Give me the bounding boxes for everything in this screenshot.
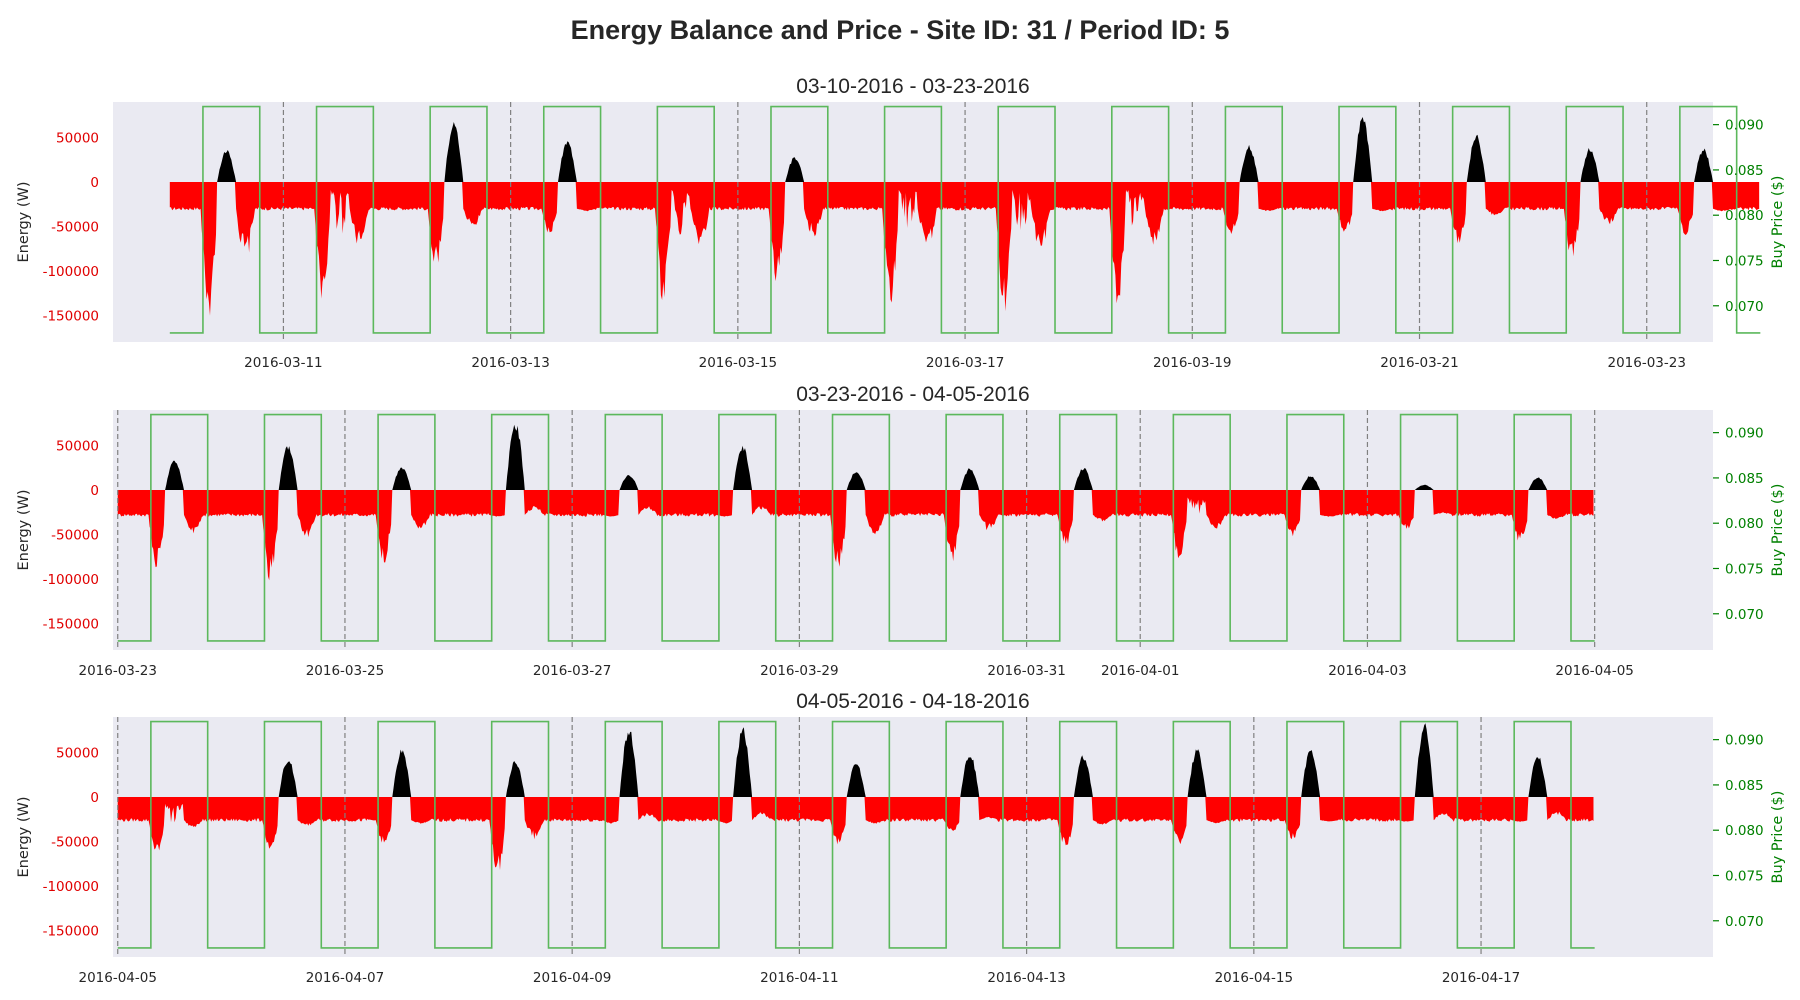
chart3-y2-tick-label: 0.085 <box>1725 778 1764 794</box>
chart3-y2-axis-label: Buy Price ($) <box>1770 791 1786 884</box>
chart1-title: 03-10-2016 - 03-23-2016 <box>796 75 1030 98</box>
chart3-x-tick-label: 2016-04-17 <box>1442 970 1520 986</box>
chart3-y-tick-label: -150000 <box>43 923 99 939</box>
chart2-y2-axis-label: Buy Price ($) <box>1770 484 1786 577</box>
chart2-x-tick-label: 2016-03-27 <box>533 663 611 679</box>
chart1-plot-area <box>113 102 1713 342</box>
chart2-x-tick-label: 2016-04-05 <box>1555 663 1633 679</box>
chart1-y-tick-label: 50000 <box>56 131 99 147</box>
chart1-y2-tick-label: 0.085 <box>1725 163 1764 179</box>
chart2-x-tick-label: 2016-03-25 <box>306 663 384 679</box>
chart3-x-tick-label: 2016-04-05 <box>78 970 156 986</box>
chart2-y-tick-label: -100000 <box>43 572 99 588</box>
chart1-y2-tick-label: 0.090 <box>1725 118 1764 134</box>
chart3-x-tick-label: 2016-04-13 <box>987 970 1065 986</box>
chart3-price-line <box>117 720 1595 949</box>
chart-panel-1: 03-10-2016 - 03-23-2016 50000 0 -50000 -1000… <box>16 75 1786 371</box>
chart1-y2-tick-label: 0.070 <box>1725 299 1764 315</box>
chart3-title: 04-05-2016 - 04-18-2016 <box>796 690 1030 713</box>
chart1-y2-axis-label: Buy Price ($) <box>1770 176 1786 269</box>
chart3-x-tick-label: 2016-04-11 <box>760 970 838 986</box>
chart2-y2-tick-label: 0.080 <box>1725 516 1764 532</box>
chart3-y2-tick-label: 0.070 <box>1725 914 1764 930</box>
chart3-y-axis-label: Energy (W) <box>16 796 32 877</box>
chart2-y-tick-label: -50000 <box>51 527 99 543</box>
chart2-y2-tick-label: 0.090 <box>1725 426 1764 442</box>
chart2-x-tick-label: 2016-04-01 <box>1101 663 1179 679</box>
chart3-x-tick-label: 2016-04-07 <box>306 970 384 986</box>
panels: 03-10-2016 - 03-23-2016 50000 0 -50000 -1000… <box>16 75 1786 986</box>
chart2-y2-tick-label: 0.085 <box>1725 471 1764 487</box>
chart1-y-tick-label: 0 <box>90 175 99 191</box>
chart2-y-axis-label: Energy (W) <box>16 489 32 570</box>
chart1-y-axis-label: Energy (W) <box>16 181 32 262</box>
chart3-plot-area <box>113 717 1713 957</box>
chart1-x-tick-label: 2016-03-11 <box>244 355 322 371</box>
chart3-y-tick-label: -50000 <box>51 834 99 850</box>
chart2-export-area <box>117 424 1594 490</box>
chart2-x-tick-label: 2016-03-23 <box>78 663 156 679</box>
chart1-x-tick-label: 2016-03-23 <box>1607 355 1685 371</box>
chart2-y-tick-label: -150000 <box>43 616 99 632</box>
chart1-export-area <box>169 117 1760 182</box>
chart2-title: 03-23-2016 - 04-05-2016 <box>796 383 1030 406</box>
chart1-y2-tick-label: 0.080 <box>1725 208 1764 224</box>
chart1-y-tick-label: -100000 <box>43 264 99 280</box>
chart3-x-tick-label: 2016-04-09 <box>533 970 611 986</box>
chart1-x-tick-label: 2016-03-21 <box>1380 355 1458 371</box>
chart3-y-tick-label: 0 <box>90 790 99 806</box>
chart3-y-tick-label: -100000 <box>43 879 99 895</box>
figure-title: Energy Balance and Price - Site ID: 31 /… <box>571 15 1230 45</box>
chart3-x-tick-label: 2016-04-15 <box>1215 970 1293 986</box>
chart1-y2-tick-label: 0.075 <box>1725 253 1764 269</box>
chart2-y-tick-label: 0 <box>90 483 99 499</box>
chart2-y2-tick-label: 0.075 <box>1725 561 1764 577</box>
chart2-x-tick-label: 2016-03-29 <box>760 663 838 679</box>
chart3-y-tick-label: 50000 <box>56 746 99 762</box>
chart3-y2-tick-label: 0.075 <box>1725 868 1764 884</box>
chart1-y-tick-label: -150000 <box>43 308 99 324</box>
chart2-price-line <box>117 413 1595 642</box>
chart2-x-tick-label: 2016-03-31 <box>987 663 1065 679</box>
chart1-price-line <box>169 105 1761 334</box>
chart2-import-area <box>117 490 1594 581</box>
chart1-y-tick-label: -50000 <box>51 219 99 235</box>
chart3-export-area <box>117 723 1594 797</box>
chart3-import-area <box>117 797 1594 870</box>
chart2-plot-area <box>113 410 1713 650</box>
chart3-y2-tick-label: 0.090 <box>1725 733 1764 749</box>
chart1-x-tick-label: 2016-03-17 <box>926 355 1004 371</box>
chart2-x-tick-label: 2016-04-03 <box>1328 663 1406 679</box>
chart1-x-tick-label: 2016-03-13 <box>471 355 549 371</box>
chart1-x-tick-label: 2016-03-15 <box>699 355 777 371</box>
chart-panel-3: 04-05-2016 - 04-18-2016 50000 0 -50000 -1000… <box>16 690 1786 986</box>
chart3-y2-tick-label: 0.080 <box>1725 823 1764 839</box>
chart2-y-tick-label: 50000 <box>56 439 99 455</box>
chart1-x-tick-label: 2016-03-19 <box>1153 355 1231 371</box>
chart2-y2-tick-label: 0.070 <box>1725 607 1764 623</box>
chart-panel-2: 03-23-2016 - 04-05-2016 50000 0 -50000 -1000… <box>16 383 1786 679</box>
